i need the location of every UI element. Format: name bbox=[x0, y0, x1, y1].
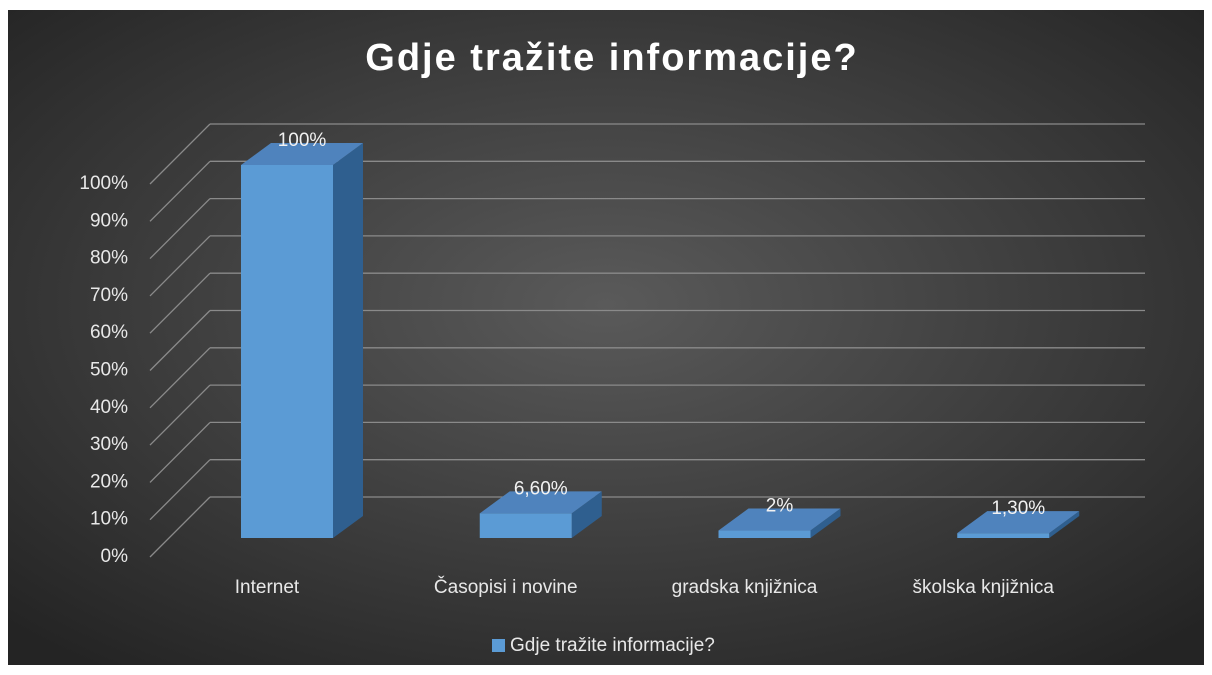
bar-side bbox=[571, 491, 602, 538]
data-label: 1,30% bbox=[991, 498, 1045, 519]
y-tick-label: 70% bbox=[90, 285, 128, 306]
grid-line bbox=[149, 235, 211, 297]
x-tick-label: školska knjižnica bbox=[913, 577, 1055, 598]
bar-side bbox=[1049, 511, 1080, 538]
y-tick-label: 30% bbox=[90, 434, 128, 455]
bar-side bbox=[810, 508, 841, 538]
bar-top bbox=[479, 491, 602, 514]
grid-line bbox=[149, 384, 211, 446]
legend-swatch bbox=[492, 639, 505, 652]
y-tick-label: 60% bbox=[90, 322, 128, 343]
y-tick-label: 100% bbox=[79, 173, 128, 194]
data-label: 100% bbox=[278, 130, 327, 151]
data-label: 2% bbox=[766, 496, 794, 517]
x-tick-label: Časopisi i novine bbox=[434, 576, 578, 598]
y-tick-label: 0% bbox=[101, 546, 129, 567]
legend-label: Gdje tražite informacije? bbox=[510, 635, 715, 656]
bar-side bbox=[333, 143, 363, 538]
grid-line bbox=[149, 272, 211, 334]
bar bbox=[479, 513, 572, 538]
grid-line bbox=[149, 347, 211, 409]
grid-line bbox=[149, 198, 211, 260]
grid-line bbox=[149, 310, 211, 371]
grid-line bbox=[149, 421, 211, 483]
y-tick-label: 80% bbox=[90, 248, 128, 269]
grid-line bbox=[149, 123, 211, 185]
bar bbox=[718, 530, 811, 538]
bar bbox=[241, 165, 333, 538]
chart-background bbox=[8, 10, 1204, 665]
bar-top bbox=[957, 511, 1080, 534]
grid-line bbox=[149, 496, 211, 558]
y-tick-label: 20% bbox=[90, 471, 128, 492]
x-tick-label: gradska knjižnica bbox=[672, 577, 818, 598]
grid-line bbox=[149, 160, 211, 222]
grid-line bbox=[149, 459, 211, 521]
y-tick-label: 90% bbox=[90, 210, 128, 231]
bar-top bbox=[718, 508, 841, 531]
bar-top bbox=[241, 143, 363, 165]
chart-title: Gdje tražite informacije? bbox=[365, 37, 858, 79]
data-label: 6,60% bbox=[514, 478, 568, 499]
y-tick-label: 10% bbox=[90, 509, 128, 530]
bar bbox=[957, 533, 1050, 538]
y-tick-label: 40% bbox=[90, 397, 128, 418]
y-tick-label: 50% bbox=[90, 360, 128, 381]
x-tick-label: Internet bbox=[235, 577, 300, 598]
